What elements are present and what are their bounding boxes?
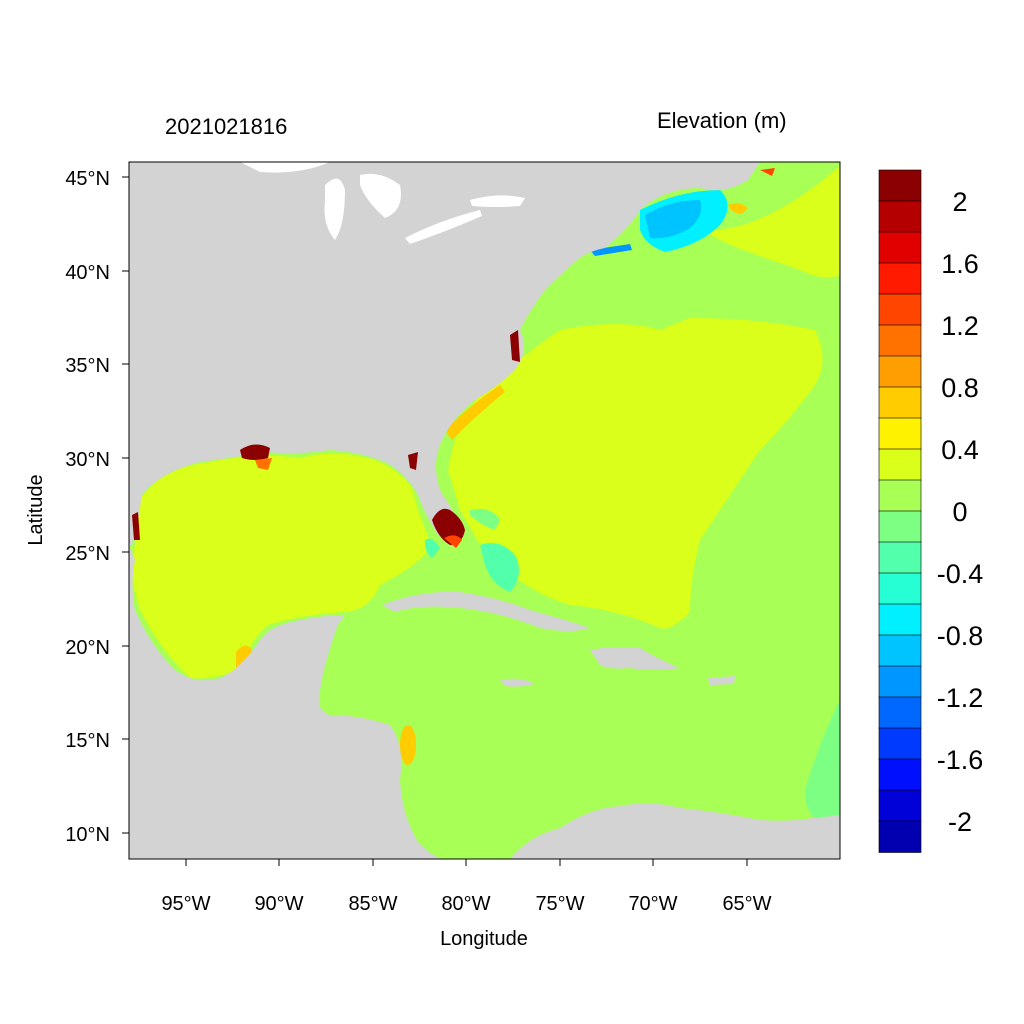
y-tick-label: 15°N [65,730,110,752]
south-florida-surge [432,508,465,545]
x-tick-label: 95°W [161,893,210,915]
colorbar-swatch [878,355,922,388]
x-tick-label: 70°W [628,893,677,915]
long-island-sound-negative [590,244,632,256]
hispaniola-land [590,646,680,670]
y-tick-label: 35°N [65,355,110,377]
colorbar-swatch [878,820,922,853]
legend-title: Elevation (m) [657,108,787,133]
louisiana-coast-positive [255,458,272,470]
colorbar-swatch [878,510,922,543]
colorbar: 2 1.6 1.2 0.8 0.4 0 -0.4 -0.8 -1.2 -1.6 -2 [878,169,984,853]
map-plot [129,162,840,859]
jamaica-land [500,678,535,687]
x-tick-label: 75°W [535,893,584,915]
timestamp-title: 2021021816 [165,114,287,139]
colorbar-label: 1.6 [941,249,979,279]
colorbar-swatch [878,293,922,326]
lake-huron [360,173,401,218]
florida-keys-negative [424,538,440,558]
mexico-central-america-land [129,545,445,859]
central-america-positive-spot [400,725,416,765]
y-tick-label: 20°N [65,637,110,659]
colorbar-label: 0.8 [941,373,979,403]
colorbar-swatch [878,665,922,698]
colorbar-label: 1.2 [941,311,979,341]
y-tick-label: 45°N [65,168,110,190]
colorbar-label: -1.6 [937,745,984,775]
maine-coast-positive [760,168,775,176]
bahamas-negative-patch [480,542,519,592]
plot-frame [128,161,841,860]
y-tick-label: 30°N [65,449,110,471]
colorbar-swatch [878,634,922,667]
texas-coast-surge [132,512,140,540]
colorbar-label: 0 [952,497,967,527]
y-axis: 45°N 40°N 35°N 30°N 25°N 20°N 15°N 10°N … [25,168,129,846]
south-america-land [510,803,840,859]
gulf-of-maine-negative-core [645,200,702,239]
east-coast-surge-dots [510,330,520,362]
nova-scotia-positive [728,203,748,214]
colorbar-swatch [878,479,922,512]
colorbar-swatch [878,169,922,202]
colorbar-swatch [878,448,922,481]
colorbar-swatch [878,727,922,760]
x-axis-title: Longitude [440,928,528,950]
west-florida-surge [408,452,418,470]
louisiana-coast-surge [240,444,270,460]
colorbar-label: 0.4 [941,435,979,465]
colorbar-swatch [878,262,922,295]
x-tick-label: 80°W [441,893,490,915]
florida-keys-surge [444,535,462,548]
y-tick-label: 10°N [65,824,110,846]
cuba-land [382,591,590,631]
colorbar-swatch [878,696,922,729]
colorbar-swatch [878,541,922,574]
colorbar-label: 2 [952,187,967,217]
atlantic-positive-region [448,318,823,629]
colorbar-swatch [878,386,922,419]
y-axis-title: Latitude [25,474,47,545]
colorbar-label: -1.2 [937,683,984,713]
lake-michigan [324,178,345,240]
colorbar-swatch [878,200,922,233]
lesser-antilles-negative [805,700,840,818]
colorbar-swatch [878,324,922,357]
southeast-coast-positive [445,385,505,440]
colorbar-swatch [878,789,922,822]
y-tick-label: 40°N [65,262,110,284]
great-lakes [240,162,525,244]
gulf-of-mexico [132,453,433,679]
y-tick-label: 25°N [65,543,110,565]
puerto-rico-land [708,676,735,685]
x-tick-label: 90°W [254,893,303,915]
colorbar-swatch [878,572,922,605]
yucatan-positive-patch [236,645,252,670]
lake-superior [240,162,330,173]
lake-ontario [470,195,525,207]
colorbar-label: -0.4 [937,559,984,589]
bahamas-banks [470,508,500,530]
colorbar-swatch [878,603,922,636]
colorbar-swatch [878,231,922,264]
land [129,162,840,859]
colorbar-swatch [878,417,922,450]
northeast-atlantic-band [700,166,840,278]
colorbar-label: -0.8 [937,621,984,651]
colorbar-label: -2 [948,807,972,837]
lake-erie [405,210,482,244]
x-tick-label: 65°W [722,893,771,915]
north-america-land [129,162,760,545]
x-axis: 95°W 90°W 85°W 80°W 75°W 70°W 65°W Longi… [161,859,772,950]
x-tick-label: 85°W [348,893,397,915]
colorbar-swatch [878,758,922,791]
